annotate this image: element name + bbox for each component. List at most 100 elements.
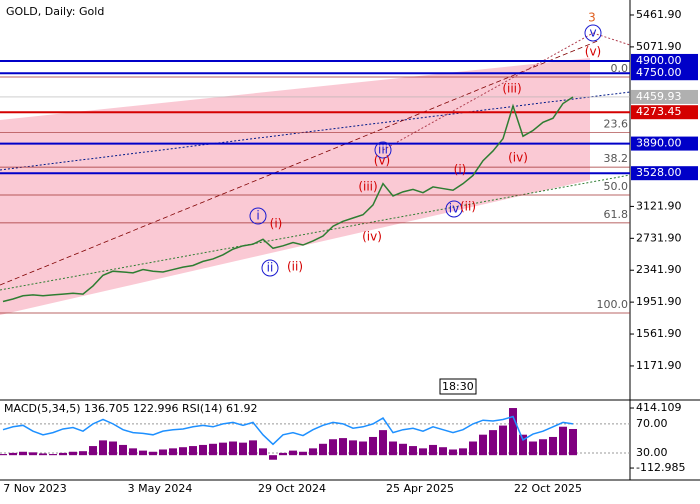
level-tag-box [631, 53, 698, 68]
wave-circle [445, 200, 463, 218]
macd-bar [459, 448, 467, 456]
macd-bar [9, 452, 17, 456]
macd-bar [249, 440, 257, 456]
macd-bar [569, 428, 577, 456]
macd-bar [529, 441, 537, 456]
macd-bar [339, 438, 347, 456]
time-label: 18:30 [442, 380, 474, 393]
wave-label: (iii) [502, 82, 521, 96]
macd-bar [389, 441, 397, 456]
macd-bar [209, 443, 217, 456]
macd-bar [269, 455, 277, 460]
macd-bar [129, 448, 137, 456]
macd-bar [419, 448, 427, 456]
wave-label: (ii) [460, 200, 476, 214]
macd-bar [559, 426, 567, 456]
macd-bar [409, 446, 417, 456]
trend-line [382, 32, 594, 151]
wave-label: (ii) [287, 260, 303, 274]
y-tick-label: 1951.90 [636, 295, 682, 308]
y-tick-label: 1171.90 [636, 359, 682, 372]
macd-bar [429, 444, 437, 456]
macd-bar [0, 454, 7, 456]
level-tag-box [631, 66, 698, 81]
macd-bar [319, 443, 327, 456]
macd-bar [19, 451, 27, 456]
macd-bar [29, 452, 37, 456]
macd-bar [109, 441, 117, 456]
level-tag-label: 3890.00 [636, 137, 682, 150]
level-tag: 4459.93 [631, 89, 698, 104]
wave-label: i [256, 209, 259, 223]
macd-bar [549, 436, 557, 456]
macd-bar [189, 446, 197, 456]
y-tick-label: 2731.90 [636, 231, 682, 244]
macd-bar [119, 444, 127, 456]
macd-bar [289, 450, 297, 456]
wave-label: (iv) [362, 230, 382, 244]
wave-circle [374, 141, 392, 159]
level-tag: 4750.00 [631, 66, 698, 81]
level-tag-label: 4750.00 [636, 66, 682, 79]
price-line [2, 96, 574, 303]
x-tick-label: 22 Oct 2025 [514, 482, 582, 495]
y-tick-label: 30.00 [636, 446, 668, 459]
macd-bar [539, 439, 547, 456]
fib-label: 61.8 [604, 208, 629, 221]
macd-bar [69, 451, 77, 456]
macd-bar [309, 448, 317, 456]
y-tick-label: -112.985 [636, 461, 685, 474]
macd-bar [369, 436, 377, 456]
macd-bar [199, 444, 207, 456]
y-tick-label: 5071.90 [636, 40, 682, 53]
macd-bar [509, 408, 517, 456]
wave-label: (v) [374, 154, 390, 168]
y-tick-label: 5461.90 [636, 8, 682, 21]
macd-bar [39, 453, 47, 456]
level-tag: 3528.00 [631, 166, 698, 181]
trend-line [0, 91, 631, 171]
macd-bar [99, 440, 107, 456]
y-tick-label: 1561.90 [636, 327, 682, 340]
level-tag: 3890.00 [631, 136, 698, 151]
level-tag-label: 4900.00 [636, 54, 682, 67]
macd-bar [229, 441, 237, 456]
macd-bar [159, 449, 167, 456]
trend-line [0, 39, 601, 286]
wave-label: iv [449, 202, 459, 216]
macd-bar [79, 451, 87, 456]
macd-bar [239, 442, 247, 456]
macd-bar [379, 430, 387, 456]
y-tick-label: 70.00 [636, 417, 668, 430]
time-box [439, 378, 477, 395]
level-tag: 4900.00 [631, 53, 698, 68]
wave-circle [249, 207, 267, 225]
y-tick-label: 414.109 [636, 401, 682, 414]
wave-label: (i) [454, 163, 467, 177]
macd-bar [479, 434, 487, 456]
x-tick-label: 3 May 2024 [128, 482, 193, 495]
macd-bar [169, 448, 177, 456]
x-tick-label: 25 Apr 2025 [386, 482, 454, 495]
macd-bar [89, 446, 97, 456]
trend-line [592, 32, 631, 46]
y-tick-label: 2341.90 [636, 263, 682, 276]
macd-bar [499, 425, 507, 456]
chart-title: GOLD, Daily: Gold [6, 5, 104, 18]
level-tag-box [631, 136, 698, 151]
level-tag-label: 4273.45 [636, 105, 682, 118]
wave-label: v [589, 26, 596, 40]
wave-circle [261, 259, 279, 277]
macd-bar [299, 451, 307, 456]
macd-bar [469, 441, 477, 456]
fib-label: 0.0 [611, 62, 629, 75]
wave-circle [584, 24, 602, 42]
wave-label: (iv) [508, 151, 528, 165]
macd-bar [279, 452, 287, 456]
fib-label: 50.0 [604, 180, 629, 193]
wave-label: (i) [270, 217, 283, 231]
trend-line [0, 174, 631, 291]
fib-label: 23.6 [604, 118, 629, 131]
macd-bar [449, 449, 457, 456]
rsi-line [2, 415, 574, 446]
